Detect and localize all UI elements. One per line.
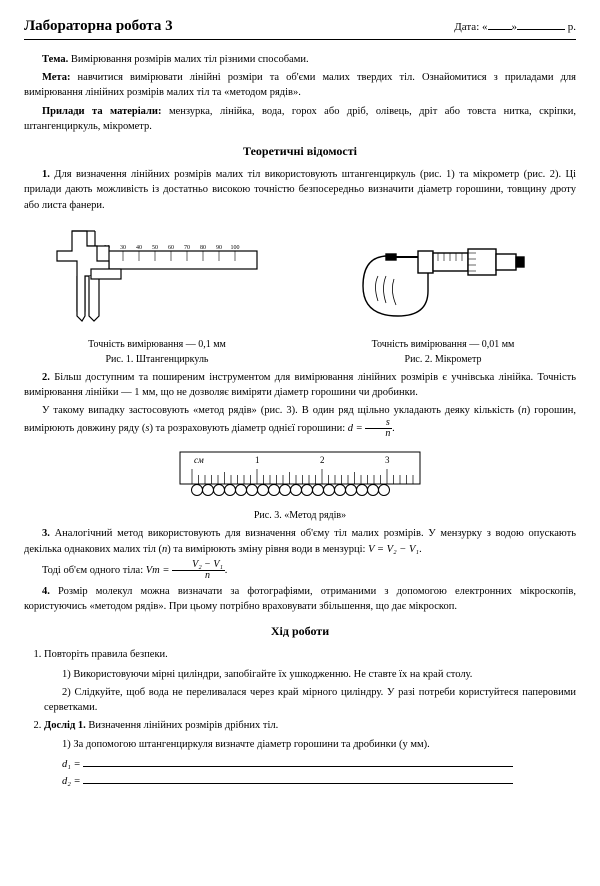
d2-blank[interactable] [83, 773, 513, 784]
theory-p2a: 2. Більш доступним та поширеним інструме… [24, 370, 576, 400]
formula-d: d = sn. [348, 423, 395, 434]
page: Лабораторна робота 3 Дата: «» р. Тема. В… [0, 0, 600, 813]
date-month-blank[interactable] [517, 19, 565, 30]
svg-text:80: 80 [200, 245, 206, 251]
work-title: Хід роботи [24, 624, 576, 639]
svg-text:30: 30 [120, 245, 126, 251]
header-rule [24, 39, 576, 40]
prylady-label: Прилади та матеріали: [42, 106, 161, 117]
date-label: Дата: [454, 21, 479, 33]
d2-line: d₂ = [62, 773, 576, 791]
fig1-precision: Точність вимірювання — 0,1 мм [24, 338, 290, 351]
theory-p4: 4. Розмір молекул можна визначати за фот… [24, 584, 576, 614]
micrometer-icon [358, 221, 528, 331]
figure-row-1-2: 20 30 40 50 60 70 80 90 100 [24, 221, 576, 366]
svg-text:3: 3 [385, 455, 390, 465]
d1-label: d₁ = [62, 759, 81, 770]
tema-label: Тема. [42, 54, 68, 65]
theory-p2b: У такому випадку застосовують «метод ряд… [24, 403, 576, 439]
theory-p3-lead: 3. [42, 528, 50, 539]
fig3-caption: Рис. 3. «Метод рядів» [24, 509, 576, 522]
theory-p4-lead: 4. [42, 586, 50, 597]
work-step-1-2: 2) Слідкуйте, щоб вода не переливалася ч… [44, 685, 576, 715]
theory-p3a: 3. Аналогічний метод використовують для … [24, 526, 576, 556]
work-step-2-1: 1) За допомогою штангенциркуля визначте … [44, 737, 576, 752]
header-row: Лабораторна робота 3 Дата: «» р. [24, 18, 576, 35]
theory-p4-text: Розмір молекул можна визначати за фотогр… [24, 586, 576, 612]
fig1-caption: Рис. 1. Штангенциркуль [24, 353, 290, 366]
svg-text:60: 60 [168, 245, 174, 251]
formula-vt: Vт = V₂ − V₁n. [146, 565, 228, 576]
d2-label: d₂ = [62, 776, 81, 787]
theory-p2a-text: Більш доступним та поширеним інструменто… [24, 372, 576, 398]
d1-blank[interactable] [83, 756, 513, 767]
prylady-line: Прилади та матеріали: мензурка, лінійка,… [24, 104, 576, 134]
lab-title: Лабораторна робота 3 [24, 18, 173, 35]
svg-text:90: 90 [216, 245, 222, 251]
figure-3: см 1 2 3 [24, 447, 576, 522]
doslid-1-label: Дослід 1. [44, 720, 86, 731]
theory-p3b: Тоді об'єм одного тіла: Vт = V₂ − V₁n. [24, 560, 576, 581]
meta-label: Мета: [42, 72, 70, 83]
fig2-caption: Рис. 2. Мікрометр [310, 353, 576, 366]
theory-p2-lead: 2. [42, 372, 50, 383]
work-step-2: Дослід 1. Визначення лінійних розмірів д… [44, 718, 576, 791]
row-method-icon: см 1 2 3 [160, 447, 440, 502]
svg-text:1: 1 [255, 455, 260, 465]
meta-text: навчитися вимірювати лінійні розміри та … [24, 72, 576, 98]
meta-line: Мета: навчитися вимірювати лінійні розмі… [24, 70, 576, 100]
caliper-icon: 20 30 40 50 60 70 80 90 100 [47, 221, 267, 331]
svg-text:70: 70 [184, 245, 190, 251]
svg-text:2: 2 [320, 455, 325, 465]
work-step-1: Повторіть правила безпеки. 1) Використов… [44, 647, 576, 715]
figure-1: 20 30 40 50 60 70 80 90 100 [24, 221, 290, 366]
fig2-precision: Точність вимірювання — 0,01 мм [310, 338, 576, 351]
tema-line: Тема. Вимірювання розмірів малих тіл різ… [24, 52, 576, 67]
theory-p1: 1. Для визначення лінійних розмірів мали… [24, 167, 576, 213]
d1-line: d₁ = [62, 756, 576, 774]
tema-text: Вимірювання розмірів малих тіл різними с… [71, 54, 309, 65]
svg-text:100: 100 [231, 245, 240, 251]
theory-title: Теоретичні відомості [24, 144, 576, 159]
theory-p1-lead: 1. [42, 169, 50, 180]
theory-p1-text: Для визначення лінійних розмірів малих т… [24, 169, 576, 210]
figure-2: Точність вимірювання — 0,01 мм Рис. 2. М… [310, 221, 576, 366]
date-field: Дата: «» р. [454, 19, 576, 33]
svg-text:40: 40 [136, 245, 142, 251]
work-steps: Повторіть правила безпеки. 1) Використов… [24, 647, 576, 791]
doslid-1-text: Визначення лінійних розмірів дрібних тіл… [88, 720, 278, 731]
date-suffix: р. [568, 21, 576, 33]
work-step-1-1: 1) Використовуючи мірні циліндри, запобі… [44, 667, 576, 682]
svg-text:см: см [194, 455, 204, 465]
formula-v: V = V₂ − V₁ [368, 544, 419, 555]
svg-text:50: 50 [152, 245, 158, 251]
date-day-blank[interactable] [488, 19, 512, 30]
